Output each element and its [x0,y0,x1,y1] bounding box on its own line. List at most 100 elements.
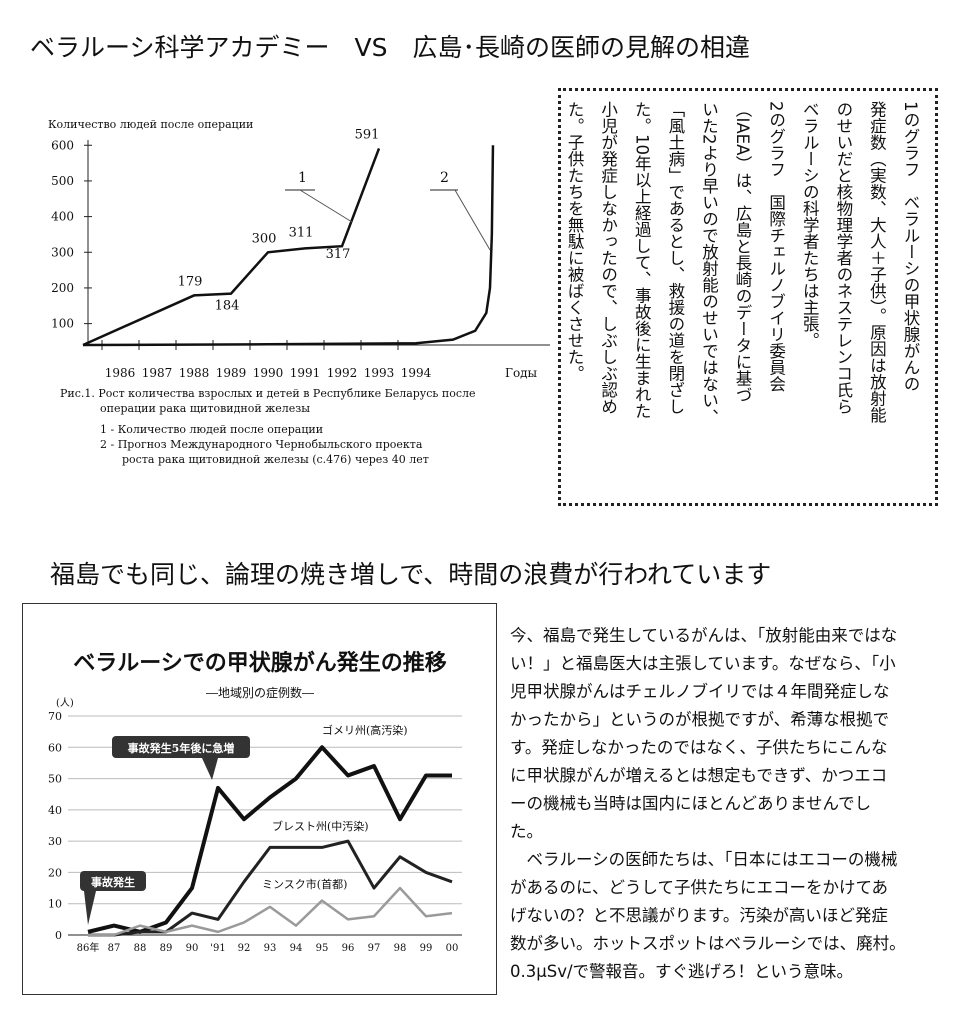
caption: 2 - Прогноз Международного Чернобыльског… [100,438,423,451]
y-tick-label: 600 [51,138,74,152]
y-axis-label: (人) [56,697,74,709]
leader [454,189,491,251]
annotation-box [80,871,146,891]
x-tick-label: 96 [342,943,355,954]
y-tick-label: 60 [48,741,62,754]
y-tick-label: 400 [51,210,74,224]
x-tick-label: 90 [186,943,199,954]
series-name: 1 [298,170,307,186]
annotation-pointer [84,891,96,925]
note-line: いた2より早いので放射能のせいではない、 [699,101,719,425]
caption: роста рака щитовидной железы (с.476) чер… [122,453,429,466]
annotation: 事故発生 [91,875,135,889]
x-tick-label: 89 [160,943,173,954]
body-line: す。発症しなかったのではなく、子供たちにこんな [510,738,888,757]
body-line: ーの機械も当時は国内にほとんどありませんでし [510,794,872,813]
x-axis-label: Годы [505,366,538,380]
x-tick-label: 99 [420,943,433,954]
y-tick-label: 40 [48,804,62,817]
data-label: 184 [215,299,240,314]
body-line: た。 [510,822,543,841]
x-tick-label: 1990 [253,366,284,380]
y-tick-label: 0 [55,929,62,942]
x-tick-label: 88 [134,943,147,954]
note-line: 1のグラフ ベラルーシの甲状腺がんの [901,101,920,392]
caption: Рис.1. Рост количества взрослых и детей … [60,387,476,400]
leader [299,189,353,223]
caption: 1 - Количество людей после операции [100,423,323,436]
y-axis-label: Количество людей после операции [48,118,253,131]
note-line: 2のグラフ 国際チェルノブイリ委員会 [766,101,786,392]
x-tick-label: 1991 [290,366,321,380]
y-tick-label: 500 [51,174,74,188]
y-tick-label: 30 [48,835,62,848]
data-label: 311 [289,225,314,240]
x-tick-label: 98 [394,943,407,954]
series-line [82,148,381,347]
body-line: に甲状腺がんが増えるとは想定もできず、かつエコ [510,766,888,785]
data-label: 317 [326,247,351,262]
annotation-pointer [202,758,218,780]
annotation: 事故発生5年後に急増 [128,741,235,755]
x-tick-label: 87 [108,943,121,954]
note-line: 「風土病」であるとし、救援の道を閉ざし [665,101,685,415]
x-tick-label: '91 [210,943,225,954]
body-line: 0.3μSv/で警報音。すぐ逃げろ！という意味。 [510,962,854,981]
x-tick-label: 1989 [216,366,247,380]
data-label: 179 [178,274,203,289]
chart-frame [22,603,497,995]
body-line: があるのに、どうして子供たちにエコーをかけてあ [510,878,889,897]
x-tick-label: 1993 [364,366,395,380]
body-text: 今、福島で発生しているがんは、「放射能由来ではな い！」と福島医大は主張しています… [510,622,906,986]
note-line: ベラルーシの科学者たちは主張。 [800,101,820,349]
x-tick-label: 00 [446,943,459,954]
series-line [88,839,453,937]
note-line: た。子供たちを無駄に被ばくさせた。 [565,101,585,382]
x-tick-label: 94 [290,943,303,954]
series-name: 2 [440,170,449,186]
body-line: 児甲状腺がんはチェルノブイリでは４年間発症しな [510,682,890,701]
chart-title: ベラルーシでの甲状腺がん発生の推移 [73,650,447,676]
x-tick-label: 95 [316,943,329,954]
data-label: 300 [252,231,277,246]
x-tick-label: 1994 [401,366,432,380]
body-line: 今、福島で発生しているがんは、「放射能由来ではな [510,626,898,645]
note-box: 1のグラフ ベラルーシの甲状腺がんの 発症数（実数、大人＋子供）。原因は放射能 のせ… [558,88,938,506]
x-tick-label: 1986 [105,366,136,380]
x-tick-label: 97 [368,943,381,954]
y-tick-label: 300 [51,245,74,259]
y-tick-label: 50 [48,773,62,786]
series-name: ブレスト州(中汚染) [272,819,369,833]
caption: операции рака щитовидной железы [100,402,310,415]
x-tick-label: 1987 [142,366,173,380]
x-tick-label: 93 [264,943,277,954]
y-tick-label: 20 [48,866,62,879]
chart-subtitle: ―地域別の症例数― [206,685,314,700]
body-line: い！」と福島医大は主張しています。なぜなら、「小 [510,654,896,673]
note-line: 小児が発症しなかったので、しぶしぶ認め [598,101,618,415]
note-line: のせいだと核物理学者のネステレンコ氏ら [833,101,853,415]
data-label: 591 [355,127,380,142]
series-line [88,886,453,937]
body-line: ベラルーシの医師たちは、「日本にはエコーの機械 [510,850,898,869]
series-name: ミンスク市(首都) [262,877,347,891]
y-tick-label: 100 [51,317,74,331]
x-tick-label: 92 [238,943,251,954]
section-title: 福島でも同じ、論理の焼き増しで、時間の浪費が行われています [50,560,772,589]
body-line: かったから」というのが根拠ですが、希薄な根拠で [510,710,890,729]
note-line: た。10年以上経過して、事故後に生まれた [632,101,652,419]
body-line: 数が多い。ホットスポットはベラルーシでは、廃村。 [510,934,906,953]
y-tick-label: 10 [48,898,62,911]
y-tick-label: 200 [51,281,74,295]
annotation-box [112,736,250,758]
x-tick-label: 1988 [179,366,210,380]
note-line: （IAEA）は、広島と長崎のデータに基づ [733,101,753,403]
y-tick-label: 70 [48,710,62,723]
note-line: 発症数（実数、大人＋子供）。原因は放射能 [867,101,887,423]
x-tick-label: 1992 [327,366,358,380]
series-name: ゴメリ州(高汚染) [322,723,408,737]
series-line [82,145,495,347]
body-line: げないの？と不思議がります。汚染が高いほど発症 [510,906,888,925]
